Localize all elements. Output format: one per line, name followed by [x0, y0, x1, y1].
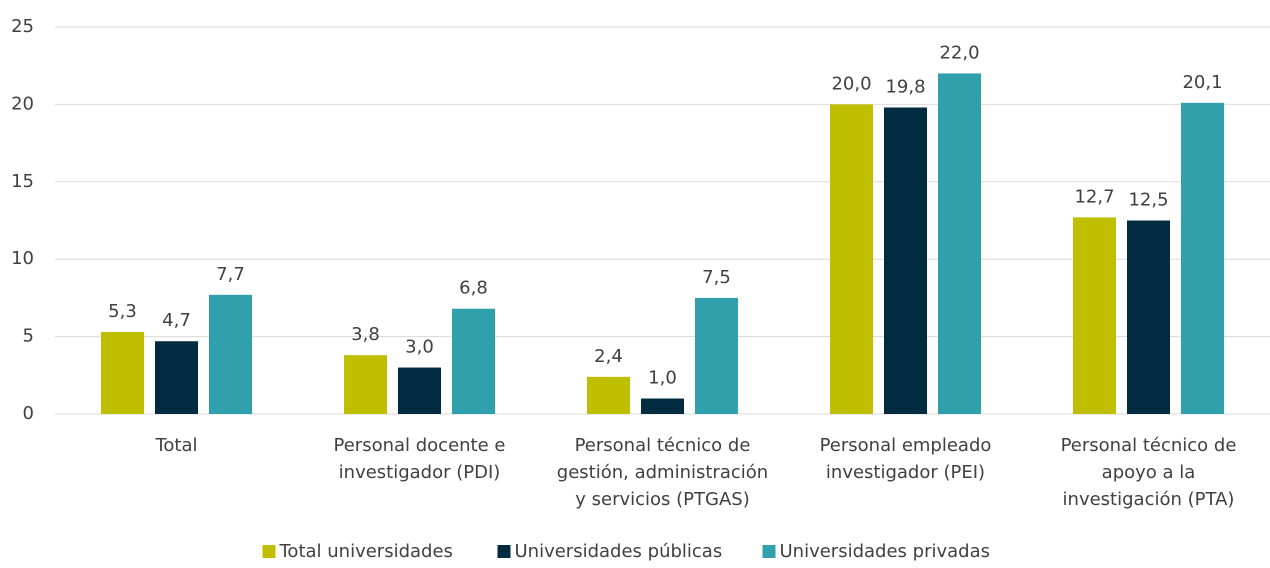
- y-tick-label: 20: [11, 93, 34, 114]
- bar: [155, 341, 198, 414]
- value-label: 22,0: [939, 42, 979, 63]
- bar: [695, 297, 738, 414]
- value-label: 3,0: [405, 337, 434, 358]
- value-label: 1,0: [648, 368, 677, 389]
- value-label: 4,7: [162, 310, 191, 331]
- legend-swatch: [262, 545, 276, 558]
- bar: [641, 398, 684, 414]
- bar: [452, 308, 495, 414]
- bar: [1181, 102, 1224, 415]
- value-label: 12,7: [1074, 186, 1114, 207]
- bar: [587, 376, 630, 414]
- bar: [938, 73, 981, 414]
- y-tick-label: 15: [11, 171, 34, 192]
- legend-swatch: [497, 545, 511, 558]
- x-tick-label: Personal docente e investigador (PDI): [334, 435, 506, 483]
- value-label: 12,5: [1128, 190, 1168, 211]
- bar: [884, 107, 927, 414]
- legend-label: Total universidades: [279, 541, 453, 562]
- x-tick-label: Personal técnico de gestión, administraci…: [557, 435, 768, 510]
- x-tick-label: Personal empleado investigador (PEI): [820, 435, 992, 483]
- value-label: 20,1: [1182, 72, 1222, 93]
- bar: [1127, 220, 1170, 414]
- value-label: 7,5: [702, 267, 731, 288]
- y-tick-label: 0: [23, 403, 34, 424]
- bar: [1073, 217, 1116, 414]
- bar: [101, 331, 144, 414]
- bar: [344, 355, 387, 414]
- y-tick-label: 25: [11, 16, 34, 37]
- value-label: 7,7: [216, 264, 245, 285]
- value-label: 6,8: [459, 278, 488, 299]
- legend-swatch: [762, 545, 776, 558]
- bar: [398, 367, 441, 414]
- bar: [209, 294, 252, 414]
- legend-label: Universidades privadas: [780, 541, 991, 562]
- value-label: 2,4: [594, 346, 623, 367]
- legend-label: Universidades públicas: [515, 541, 723, 562]
- x-tick-label: Personal técnico de apoyo a la investigaci…: [1061, 435, 1237, 510]
- value-label: 5,3: [108, 301, 137, 322]
- x-tick-label: Total: [154, 435, 197, 456]
- value-label: 19,8: [885, 76, 925, 97]
- value-label: 3,8: [351, 324, 380, 345]
- y-tick-label: 5: [23, 326, 34, 347]
- bar: [830, 104, 873, 415]
- value-label: 20,0: [831, 73, 871, 94]
- y-tick-label: 10: [11, 248, 34, 269]
